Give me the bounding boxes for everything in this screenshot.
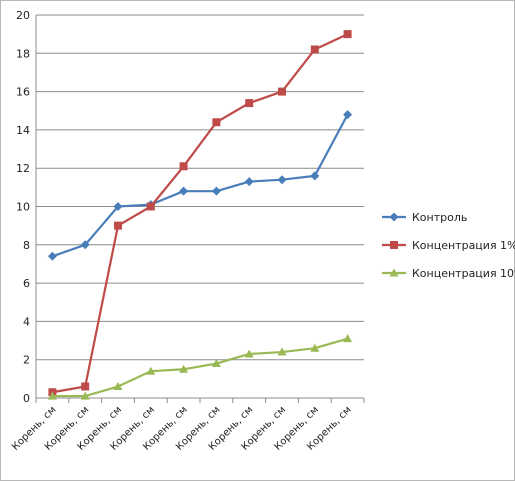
data-point: [343, 110, 353, 120]
data-point: [278, 87, 286, 96]
legend: Контроль Концентрация 1% Концентрация 10%: [382, 211, 515, 280]
data-point: [179, 364, 189, 373]
series-1: [48, 30, 352, 397]
data-point: [179, 162, 188, 171]
data-point: [81, 382, 90, 391]
y-tick-label: 4: [23, 315, 30, 328]
data-point: [80, 240, 90, 250]
data-point: [343, 30, 352, 39]
legend-item: Концентрация 1%: [382, 239, 515, 252]
y-tick-label: 10: [16, 201, 30, 214]
data-point: [80, 391, 90, 400]
y-tick-label: 0: [23, 392, 30, 405]
data-point: [146, 202, 155, 211]
data-point: [146, 366, 156, 375]
data-point: [389, 212, 399, 222]
data-point: [245, 99, 254, 108]
y-tick-label: 6: [23, 277, 30, 290]
data-point: [47, 391, 57, 400]
data-point: [277, 347, 287, 356]
legend-label: Контроль: [412, 211, 467, 224]
y-tick-label: 20: [16, 9, 30, 22]
data-point: [211, 359, 221, 368]
data-point: [47, 251, 57, 261]
y-tick-label: 8: [23, 239, 30, 252]
series-2: [47, 334, 353, 400]
y-tick-label: 14: [16, 124, 30, 137]
series-line: [52, 114, 349, 258]
y-tick-label: 16: [16, 86, 30, 99]
gridlines: [36, 14, 364, 399]
legend-label: Концентрация 10%: [412, 267, 515, 280]
data-point: [343, 334, 353, 343]
data-point: [211, 186, 221, 196]
data-point: [277, 175, 287, 185]
data-point: [310, 343, 320, 352]
data-point: [114, 221, 122, 230]
data-point: [390, 241, 398, 249]
data-point: [113, 382, 123, 391]
y-tick-label: 18: [16, 47, 30, 60]
data-point: [244, 177, 254, 187]
legend-item: Контроль: [382, 211, 467, 224]
legend-item: Концентрация 10%: [382, 267, 515, 280]
y-tick-label: 2: [23, 354, 30, 367]
series-line: [52, 33, 349, 394]
legend-label: Концентрация 1%: [412, 239, 515, 252]
y-tick-label: 12: [16, 162, 30, 175]
series-line: [52, 337, 348, 398]
data-point: [212, 118, 221, 127]
data-point: [179, 186, 189, 196]
series-0: [47, 110, 353, 261]
data-point: [389, 268, 399, 277]
data-point: [113, 202, 123, 211]
data-point: [310, 45, 319, 54]
series-lines: [47, 30, 353, 400]
data-point: [310, 171, 320, 181]
data-point: [244, 349, 254, 358]
